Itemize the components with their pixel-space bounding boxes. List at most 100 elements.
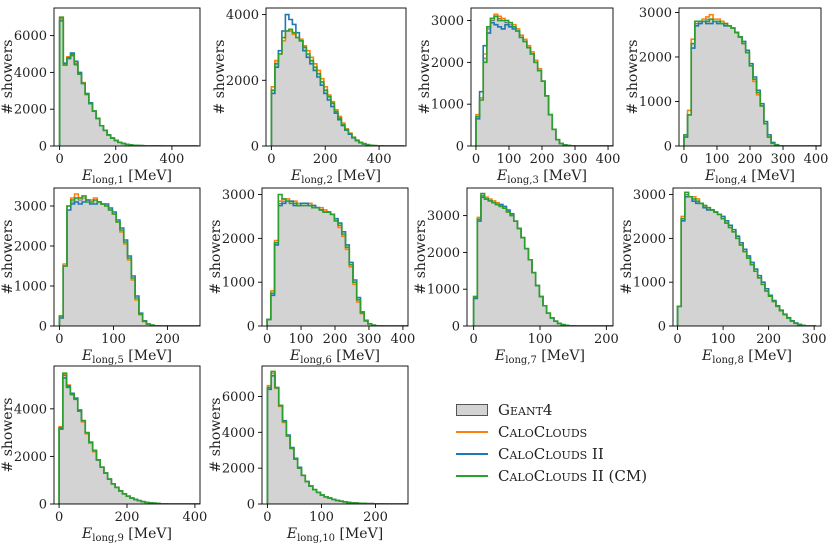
y-tick-label: 0: [39, 320, 47, 335]
legend-label-caloclouds-ii-cm: CaloClouds II (CM): [498, 467, 648, 485]
legend-label-caloclouds: CaloClouds: [498, 423, 588, 441]
y-tick-label: 0: [39, 498, 47, 513]
axes-frame: [261, 365, 409, 505]
y-tick-label: 2000: [14, 450, 47, 465]
y-axis-label: # showers: [212, 40, 228, 115]
x-axis-label: Elong,7 [MeV]: [494, 348, 585, 366]
y-tick-label: 2000: [14, 240, 47, 255]
x-axis-label: Elong,6 [MeV]: [289, 348, 380, 366]
y-tick-label: 6000: [222, 390, 255, 405]
histogram-geant4: [59, 18, 199, 146]
y-tick-label: 1000: [222, 276, 255, 291]
histogram-geant4: [270, 30, 405, 146]
y-tick-label: 2000: [427, 246, 460, 261]
plot-area: [58, 193, 200, 326]
plot-area: [270, 13, 405, 146]
legend-swatch-geant4: [456, 404, 488, 416]
histogram-line-caloclouds-ii-cm: [676, 191, 816, 326]
x-tick-label: 200: [738, 152, 763, 167]
x-tick-label: 400: [596, 152, 621, 167]
histogram-line-caloclouds-ii-cm: [475, 15, 613, 146]
x-axis-label-symbol: E: [701, 348, 712, 364]
y-tick-label: 1000: [431, 98, 464, 113]
legend-entry-caloclouds-ii-cm: CaloClouds II (CM): [456, 466, 647, 486]
x-tick-label: 100: [101, 332, 126, 347]
y-tick-label: 3000: [222, 188, 255, 203]
x-axis-label-unit: [MeV]: [124, 526, 172, 542]
x-tick-label: 100: [309, 510, 334, 525]
y-tick-label: 1000: [14, 280, 47, 295]
y-tick-label: 1000: [427, 283, 460, 298]
x-tick-label: 0: [55, 332, 63, 347]
x-tick-label: 100: [289, 332, 314, 347]
y-axis-label: # showers: [417, 40, 433, 115]
y-tick-label: 4000: [222, 426, 255, 441]
x-axis-label-unit: [MeV]: [335, 526, 383, 542]
y-axis-label: # showers: [0, 40, 16, 115]
x-tick-label: 400: [390, 332, 415, 347]
legend-swatch-caloclouds-ii: [456, 453, 488, 455]
x-axis-label-symbol: E: [286, 526, 297, 542]
x-tick-label: 300: [357, 332, 382, 347]
x-tick-label: 200: [115, 510, 140, 525]
y-axis-label: # showers: [0, 398, 16, 473]
y-tick-label: 1000: [639, 95, 672, 110]
y-tick-label: 6000: [14, 29, 47, 44]
axes-frame: [53, 187, 201, 327]
x-axis-label-unit: [MeV]: [744, 348, 792, 364]
axes-frame: [672, 187, 822, 327]
x-tick-label: 100: [497, 152, 522, 167]
x-tick-label: 300: [771, 152, 796, 167]
x-axis-label: Elong,1 [MeV]: [81, 168, 172, 186]
y-tick-label: 2000: [633, 232, 666, 247]
x-tick-label: 200: [313, 152, 338, 167]
histogram-geant4: [266, 372, 408, 504]
legend-entry-geant4: Geant4: [456, 400, 552, 420]
y-tick-label: 0: [664, 140, 672, 155]
legend-swatch-caloclouds-ii-cm: [456, 475, 488, 477]
histogram-line-caloclouds-ii-cm: [58, 195, 200, 326]
y-tick-label: 0: [452, 320, 460, 335]
x-axis-label-subscript: long,3: [507, 175, 539, 186]
x-tick-label: 0: [263, 510, 271, 525]
x-axis-label-subscript: long,5: [92, 355, 124, 366]
x-tick-label: 0: [469, 332, 477, 347]
x-tick-label: 200: [155, 332, 180, 347]
y-tick-label: 0: [456, 140, 464, 155]
x-axis-label-subscript: long,4: [715, 175, 747, 186]
x-tick-label: 0: [267, 152, 275, 167]
x-tick-label: 400: [160, 152, 185, 167]
x-axis-label-subscript: long,2: [301, 175, 333, 186]
y-tick-label: 2000: [222, 232, 255, 247]
plot-area: [58, 16, 199, 146]
plot-area: [683, 13, 821, 146]
axes-frame: [265, 7, 407, 147]
y-tick-label: 2000: [431, 56, 464, 71]
x-axis-label-symbol: E: [290, 168, 301, 184]
x-tick-label: 400: [182, 510, 207, 525]
x-axis-label: Elong,10 [MeV]: [286, 526, 383, 544]
x-axis-label: Elong,8 [MeV]: [701, 348, 792, 366]
x-axis-label: Elong,9 [MeV]: [81, 526, 172, 544]
panel-layer-4: 0 100 200 300 400 0 1000 2000 3000 # showers Elong…: [625, 6, 828, 186]
y-tick-label: 2000: [222, 462, 255, 477]
y-tick-label: 0: [247, 320, 255, 335]
x-tick-label: 100: [528, 332, 553, 347]
plot-area: [676, 191, 816, 326]
y-tick-label: 0: [658, 320, 666, 335]
y-tick-label: 0: [247, 498, 255, 513]
axes-frame: [53, 7, 201, 147]
y-axis-label: # showers: [0, 220, 16, 295]
x-axis-label-unit: [MeV]: [539, 168, 587, 184]
x-axis-label-subscript: long,1: [92, 175, 124, 186]
y-axis-label: # showers: [208, 398, 224, 473]
y-tick-label: 3000: [427, 209, 460, 224]
x-axis-label-subscript: long,8: [712, 355, 744, 366]
plot-area: [266, 193, 408, 326]
